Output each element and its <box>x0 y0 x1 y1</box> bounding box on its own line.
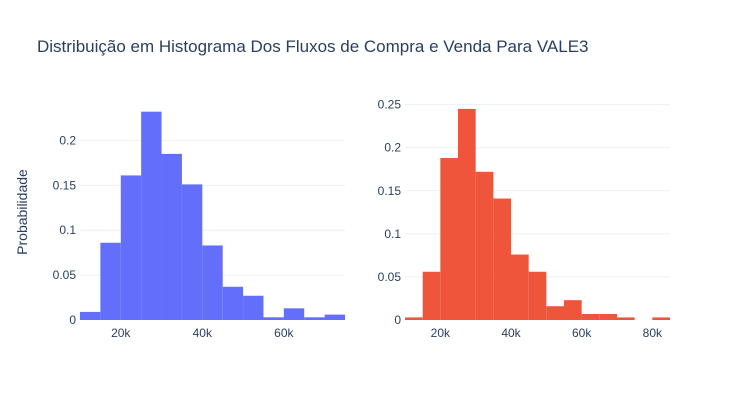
histogram-bar <box>617 317 635 320</box>
chart-title: Distribuição em Histograma Dos Fluxos de… <box>37 37 589 56</box>
y-tick-label: 0.1 <box>384 227 401 241</box>
x-tick-label: 40k <box>501 326 521 340</box>
histogram-bar <box>243 295 264 320</box>
y-tick-label: 0.1 <box>59 223 76 237</box>
histogram-bar <box>564 300 582 320</box>
x-tick-label: 60k <box>274 326 294 340</box>
histogram-bar <box>422 271 441 320</box>
y-tick-label: 0.05 <box>53 268 77 282</box>
y-tick-label: 0.2 <box>384 141 401 155</box>
histogram-bar <box>511 254 529 320</box>
y-tick-label: 0 <box>69 313 76 327</box>
x-tick-label: 60k <box>572 326 592 340</box>
histogram-bar <box>458 108 476 320</box>
x-tick-label: 20k <box>431 326 451 340</box>
histogram-bar <box>405 317 423 320</box>
histogram-bar <box>599 313 617 320</box>
x-tick-label: 80k <box>643 326 663 340</box>
histogram-bar <box>581 313 600 320</box>
histogram-bar <box>100 242 121 320</box>
y-tick-label: 0 <box>394 313 401 327</box>
y-axis-label: Probabilidade <box>14 169 30 255</box>
y-tick-label: 0.15 <box>53 178 77 192</box>
y-tick-label: 0.15 <box>378 184 402 198</box>
histogram-bar <box>528 271 547 320</box>
y-tick-label: 0.25 <box>378 98 402 112</box>
histogram-bar <box>222 286 244 320</box>
histogram-bar <box>304 317 325 320</box>
histogram-bar <box>161 153 182 320</box>
histogram-bar <box>202 245 223 320</box>
histogram-bar <box>493 198 511 320</box>
histogram-bar <box>263 317 284 320</box>
histogram-bar <box>546 306 564 320</box>
y-tick-label: 0.05 <box>378 270 402 284</box>
histogram-bar <box>181 184 203 320</box>
histogram-bar <box>120 175 142 320</box>
histogram-bar <box>141 111 162 321</box>
histogram-bar <box>80 311 101 320</box>
histogram-bar <box>475 171 494 320</box>
histogram-bar <box>324 314 345 320</box>
histogram-bar <box>440 158 458 320</box>
x-tick-label: 20k <box>111 326 131 340</box>
histogram-panel-compra: 0 0.05 0.1 0.15 0.2 20k 40k 60k <box>53 111 345 340</box>
histogram-bar <box>283 308 305 320</box>
histogram-panel-venda: 0 0.05 0.1 0.15 0.2 0.25 20k 40k 60k 80k <box>378 98 670 340</box>
histogram-bar <box>652 317 670 320</box>
y-tick-label: 0.2 <box>59 133 76 147</box>
x-tick-label: 40k <box>193 326 213 340</box>
